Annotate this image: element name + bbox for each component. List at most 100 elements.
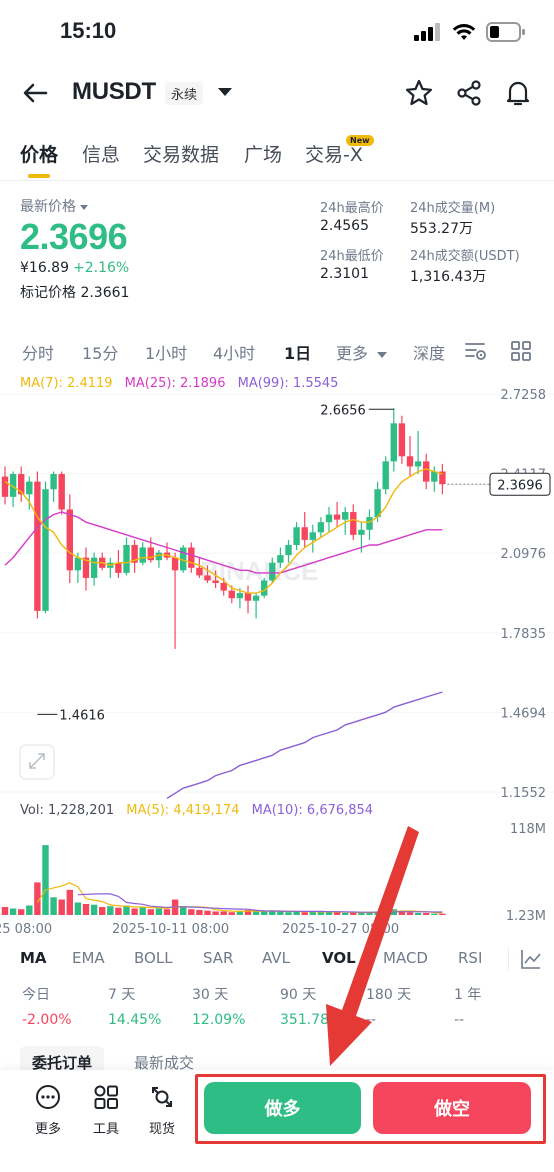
indicator-rsi[interactable]: RSI <box>458 949 483 967</box>
indicator-ma[interactable]: MA <box>20 949 47 967</box>
candle <box>317 517 325 538</box>
volume-bar <box>115 907 122 915</box>
ma99-line <box>166 691 443 799</box>
interval-more[interactable]: 更多 <box>336 340 388 364</box>
tools-button[interactable]: 工具 <box>82 1084 130 1137</box>
more-dots-icon <box>36 1085 60 1109</box>
candle <box>115 550 122 578</box>
performance-item: 7 天 14.45% <box>108 984 161 1028</box>
volume-bar <box>414 912 422 915</box>
watermark: BINANCE <box>200 556 318 586</box>
tab-latest-trades[interactable]: 最新成交 <box>134 1054 195 1072</box>
current-price-value: 2.3696 <box>497 478 543 493</box>
performance-value: 12.09% <box>192 1012 246 1028</box>
volume-bar <box>147 909 154 915</box>
performance-item: 30 天 12.09% <box>192 984 245 1028</box>
candle <box>58 471 65 515</box>
interval-1d[interactable]: 1日 <box>284 344 312 363</box>
indicator-boll[interactable]: BOLL <box>134 949 173 967</box>
bottom-action-bar: 更多 工具 现货 做多 做空 <box>0 1070 554 1172</box>
candle <box>431 466 438 492</box>
indicator-sar[interactable]: SAR <box>203 949 234 967</box>
cny-price: ¥16.89 <box>20 260 69 276</box>
volume-bar <box>244 909 252 915</box>
performance-value: -- <box>366 1012 377 1028</box>
performance-label: 180 天 <box>366 987 412 1003</box>
tab-trade-x[interactable]: 交易-X <box>305 144 363 166</box>
interval-1h[interactable]: 1小时 <box>145 344 188 363</box>
indicator-tabs: MA EMA BOLL SAR AVL VOL MACD RSI <box>0 946 554 974</box>
indicator-macd[interactable]: MACD <box>383 949 428 967</box>
performance-label: 今日 <box>22 987 50 1003</box>
y-tick-label: 1.4694 <box>501 706 547 721</box>
more-button[interactable]: 更多 <box>24 1084 72 1137</box>
candle <box>188 542 195 573</box>
interval-15m[interactable]: 15分 <box>82 344 119 363</box>
tab-square[interactable]: 广场 <box>244 144 283 166</box>
interval-timeline[interactable]: 分时 <box>22 344 55 363</box>
y-tick-label: 1.7835 <box>501 627 547 642</box>
candle <box>1 466 9 505</box>
candle <box>390 408 397 472</box>
volume-bar <box>18 909 25 915</box>
back-arrow-icon[interactable] <box>20 78 50 108</box>
change-percent: +2.16% <box>73 260 130 276</box>
candlestick-chart[interactable]: BINANCE 2.72582.41172.09761.78351.46941.… <box>0 380 554 940</box>
pair-dropdown-icon[interactable] <box>218 88 232 96</box>
volume-bar <box>26 905 33 915</box>
tab-price[interactable]: 价格 <box>20 144 59 166</box>
divider <box>0 180 554 181</box>
candle <box>212 570 219 589</box>
tab-info[interactable]: 信息 <box>82 144 121 166</box>
long-button[interactable]: 做多 <box>204 1082 361 1134</box>
latest-price-label[interactable]: 最新价格 <box>20 196 129 216</box>
candle <box>252 593 260 619</box>
volume-bar <box>155 908 163 915</box>
cny-price-line: ¥16.89 +2.16% <box>20 260 129 276</box>
candle <box>155 550 163 568</box>
spot-button[interactable]: 现货 <box>138 1084 186 1137</box>
layout-grid-icon[interactable] <box>510 340 532 362</box>
bell-icon[interactable] <box>503 78 533 108</box>
short-button[interactable]: 做空 <box>373 1082 531 1134</box>
candle <box>350 504 357 540</box>
candle <box>9 471 17 507</box>
candle <box>277 547 284 568</box>
volume-bar <box>139 906 146 915</box>
ma7-line <box>4 468 443 594</box>
interval-4h[interactable]: 4小时 <box>213 344 256 363</box>
indicator-settings-icon[interactable] <box>520 948 542 970</box>
latest-price: 2.3696 <box>20 216 128 257</box>
interval-depth[interactable]: 深度 <box>413 344 446 363</box>
indicator-avl[interactable]: AVL <box>262 949 290 967</box>
performance-value: 14.45% <box>108 1012 162 1028</box>
stat-high: 24h最高价 2.4565 <box>320 201 384 234</box>
indicator-ema[interactable]: EMA <box>72 949 105 967</box>
candle <box>123 537 130 576</box>
volume-bar <box>317 912 325 915</box>
tab-trading-data[interactable]: 交易数据 <box>143 144 220 166</box>
indicator-vol[interactable]: VOL <box>322 949 356 967</box>
star-icon[interactable] <box>404 78 434 108</box>
spot-swap-icon <box>152 1087 172 1107</box>
volume-bar <box>309 911 316 915</box>
chart-settings-icon[interactable] <box>464 340 488 362</box>
volume-bar <box>406 912 414 915</box>
expand-chart-icon[interactable] <box>19 744 55 780</box>
volume-bar <box>285 912 292 915</box>
stat-turnover: 24h成交额(USDT) 1,316.43万 <box>410 249 520 285</box>
volume-bar <box>9 908 17 915</box>
volume-bar <box>66 889 73 915</box>
volume-bar <box>196 909 203 915</box>
performance-value: -- <box>454 1012 465 1028</box>
volume-bar <box>261 911 268 915</box>
stat-volume: 24h成交量(M) 553.27万 <box>410 201 496 237</box>
stat-low: 24h最低价 2.3101 <box>320 249 384 282</box>
candle <box>366 509 373 540</box>
mark-price: 2.3661 <box>80 285 130 301</box>
wifi-icon <box>452 24 476 40</box>
pair-title[interactable]: MUSDT <box>72 78 156 105</box>
candle <box>196 557 203 578</box>
share-icon[interactable] <box>454 78 484 108</box>
caret-down-icon <box>80 204 88 210</box>
